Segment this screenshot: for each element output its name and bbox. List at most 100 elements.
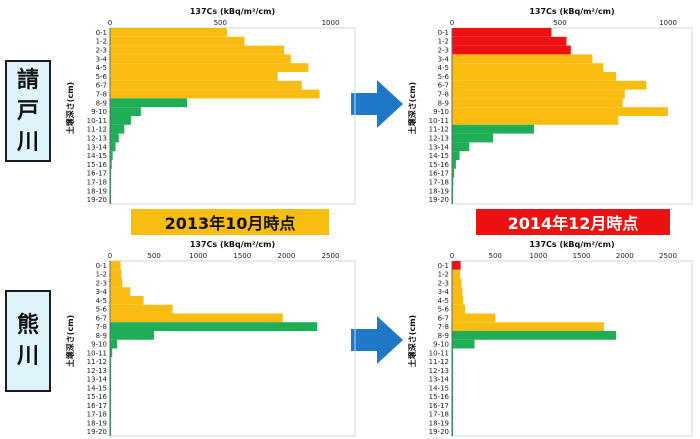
category-label: 6-7 — [96, 314, 107, 322]
category-label: 1-2 — [96, 271, 107, 279]
arrow-right-icon — [351, 80, 403, 128]
category-label: 14-15 — [87, 384, 107, 392]
bar — [452, 339, 475, 349]
bar — [452, 304, 465, 314]
category-label: 1-2 — [438, 38, 449, 46]
bar — [110, 269, 122, 279]
category-label: 13-14 — [429, 143, 450, 151]
category-label: 19-20 — [429, 428, 449, 436]
bar — [110, 296, 144, 305]
bar — [452, 322, 605, 331]
category-label: 15-16 — [87, 393, 108, 401]
bar — [452, 296, 464, 305]
river-char: 熊 — [16, 313, 39, 338]
category-label: 5-6 — [438, 306, 450, 314]
category-label: 11-12 — [429, 358, 449, 366]
period-2014: 2014年12月時点 — [476, 209, 670, 235]
category-label: 2-3 — [438, 46, 449, 54]
bar — [110, 142, 116, 152]
chart-title: 137Cs (kBq/m²/cm) — [190, 7, 275, 16]
category-label: 6-7 — [438, 314, 449, 322]
chart-title: 137Cs (kBq/m²/cm) — [529, 240, 614, 249]
category-label: 7-8 — [438, 323, 449, 331]
bar — [110, 98, 188, 108]
x-tick-label: 500 — [489, 252, 502, 260]
y-axis-label: 土壌深さ(cm) — [407, 82, 417, 134]
category-label: 8-9 — [96, 332, 107, 340]
x-tick-label: 1000 — [529, 252, 547, 260]
category-label: 17-18 — [429, 411, 449, 419]
category-label: 2-3 — [96, 279, 107, 287]
chart-title: 137Cs (kBq/m²/cm) — [529, 7, 614, 16]
category-label: 0-1 — [438, 262, 449, 270]
category-label: 2-3 — [96, 46, 107, 54]
x-tick-label: 0 — [108, 252, 112, 260]
category-label: 9-10 — [433, 341, 449, 349]
category-label: 18-19 — [87, 187, 107, 195]
category-label: 12-13 — [87, 134, 107, 142]
x-tick-label: 0 — [450, 19, 454, 27]
x-tick-label: 500 — [214, 19, 227, 27]
bar — [452, 36, 567, 46]
category-label: 8-9 — [96, 99, 107, 107]
bar — [110, 278, 123, 288]
bar — [452, 80, 647, 90]
bar — [452, 54, 593, 64]
category-label: 12-13 — [429, 367, 449, 375]
bar — [110, 63, 309, 72]
bar — [110, 287, 131, 296]
arrow-right-icon — [351, 316, 403, 364]
x-tick-label: 1000 — [189, 252, 207, 260]
bar — [452, 98, 623, 108]
category-label: 14-15 — [429, 152, 449, 160]
bar — [110, 322, 318, 331]
category-label: 14-15 — [87, 152, 107, 160]
category-label: 5-6 — [438, 73, 450, 81]
x-tick-label: 500 — [553, 19, 566, 27]
category-label: 7-8 — [438, 90, 449, 98]
category-label: 8-9 — [438, 332, 449, 340]
x-tick-label: 2500 — [659, 252, 677, 260]
bar — [110, 124, 125, 134]
bar — [110, 89, 320, 99]
x-tick-label: 2000 — [277, 252, 295, 260]
x-tick-label: 2000 — [616, 252, 634, 260]
x-tick-label: 500 — [147, 252, 160, 260]
category-label: 10-11 — [87, 117, 107, 125]
category-label: 16-17 — [87, 402, 107, 410]
category-label: 4-5 — [96, 64, 107, 72]
category-label: 18-19 — [429, 419, 449, 427]
bar — [110, 116, 131, 125]
category-label: 13-14 — [429, 376, 450, 384]
bar — [110, 304, 173, 314]
category-label: 3-4 — [438, 55, 450, 63]
category-label: 9-10 — [91, 341, 107, 349]
category-label: 10-11 — [429, 349, 449, 357]
category-label: 4-5 — [438, 297, 449, 305]
bar — [452, 45, 571, 55]
category-label: 16-17 — [87, 170, 107, 178]
y-axis-label: 土壌深さ(cm) — [65, 315, 75, 367]
x-tick-label: 1000 — [322, 19, 340, 27]
category-label: 8-9 — [438, 99, 449, 107]
category-label: 15-16 — [87, 161, 108, 169]
category-label: 1-2 — [438, 271, 449, 279]
x-tick-label: 0 — [450, 252, 454, 260]
category-label: 15-16 — [429, 161, 450, 169]
category-label: 17-18 — [87, 411, 107, 419]
category-label: 7-8 — [96, 323, 107, 331]
category-label: 14-15 — [429, 384, 449, 392]
bar — [110, 36, 245, 46]
bar — [110, 168, 112, 178]
bar — [110, 313, 283, 323]
category-label: 6-7 — [438, 82, 449, 90]
bar — [452, 331, 617, 340]
category-label: 7-8 — [96, 90, 107, 98]
bar — [452, 287, 463, 296]
bar — [452, 142, 470, 152]
category-label: 19-20 — [87, 196, 107, 204]
category-label: 3-4 — [438, 288, 450, 296]
category-label: 4-5 — [438, 64, 449, 72]
bar — [110, 151, 113, 160]
category-label: 5-6 — [96, 73, 108, 81]
